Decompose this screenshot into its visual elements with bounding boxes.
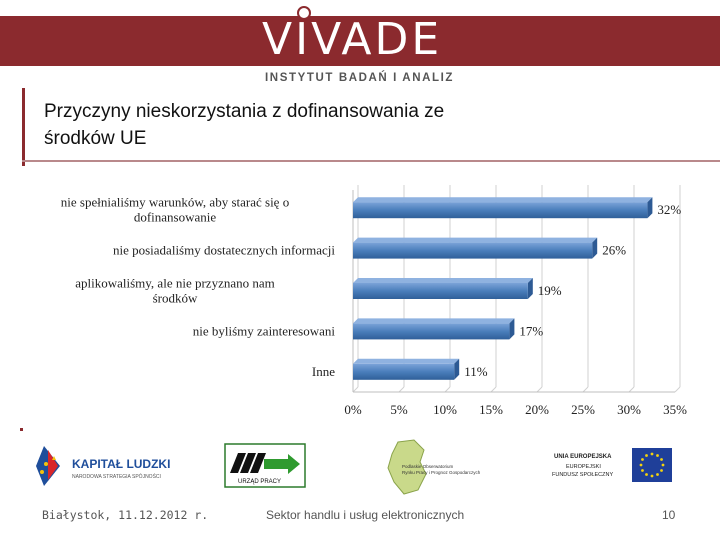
data-label: 32%: [657, 202, 681, 217]
slide-title-line1: Przyczyny nieskorzystania z dofinansowan…: [44, 101, 445, 122]
tick-label: 20%: [525, 402, 549, 417]
gridline-floor: [444, 386, 451, 393]
gridline-floor: [582, 386, 589, 393]
eu-star-icon: [645, 454, 648, 457]
gridline-floor: [628, 386, 635, 393]
vivade-logo: VIVADE: [262, 14, 443, 65]
gridline-floor: [352, 386, 359, 393]
logo-dot-icon: [297, 6, 311, 20]
bar-top: [353, 237, 598, 243]
data-label: 26%: [602, 243, 626, 258]
tick-label: 30%: [617, 402, 641, 417]
page-number: 10: [662, 508, 676, 522]
urzad-pracy-logo: URZĄD PRACY: [224, 443, 306, 488]
logo-subtitle: INSTYTUT BADAŃ I ANALIZ: [265, 72, 455, 84]
chart-bars: [353, 197, 653, 380]
eu-star-icon: [656, 454, 659, 457]
category-label: Inne: [312, 364, 335, 379]
eu-star-icon: [650, 452, 654, 456]
bar: [353, 283, 528, 299]
gridline-floor: [398, 386, 405, 393]
kapital-ludzki-logo: KAPITAŁ LUDZKI NARODOWA STRATEGIA SPÓJNO…: [36, 446, 170, 486]
bar: [353, 202, 648, 219]
data-label: 11%: [464, 364, 488, 379]
footer-topic: Sektor handlu i usług elektronicznych: [266, 508, 465, 522]
gridline-floor: [490, 386, 497, 393]
bar-chart: nie spełnialiśmy warunków, aby starać si…: [61, 185, 687, 417]
podlaskie-obserwatorium-logo: Podlaskie Obserwatorium Rynku Pracy i Pr…: [387, 439, 481, 495]
bar-top: [353, 318, 515, 324]
bar: [353, 323, 510, 340]
category-label: nie byliśmy zainteresowani: [193, 323, 336, 338]
kapital-sub: NARODOWA STRATEGIA SPÓJNOŚCI: [72, 472, 161, 480]
tick-label: 5%: [390, 402, 408, 417]
chart-tick-labels: 0% 5% 10% 15% 20% 25% 30% 35%: [344, 402, 687, 417]
obs-line1: Podlaskie Obserwatorium: [402, 464, 454, 469]
arrow-right-icon: [264, 454, 300, 474]
bar: [353, 363, 455, 380]
eu-star-icon: [645, 473, 648, 476]
eu-star-icon: [641, 458, 644, 461]
tick-label: 25%: [571, 402, 595, 417]
category-label: środków: [153, 291, 198, 306]
bar: [353, 242, 593, 259]
bar-end: [647, 197, 653, 219]
eu-star-icon: [641, 469, 644, 472]
eu-star-icon: [656, 473, 659, 476]
tick-label: 15%: [479, 402, 503, 417]
footer-location-date: Białystok, 11.12.2012 r.: [42, 508, 209, 522]
gridline-floor: [674, 386, 681, 393]
bar-top: [353, 278, 533, 283]
bar-end: [527, 278, 533, 299]
tick-label: 35%: [663, 402, 687, 417]
data-label: 19%: [538, 283, 562, 298]
eu-star-icon: [660, 458, 663, 461]
slide-title: Przyczyny nieskorzystania z dofinansowan…: [44, 98, 684, 152]
region-map-icon: [387, 439, 427, 495]
kapital-title: KAPITAŁ LUDZKI: [72, 457, 170, 471]
header-band: [0, 16, 720, 66]
bar-end: [454, 358, 460, 380]
eu-star-icon: [650, 474, 654, 478]
category-label: nie spełnialiśmy warunków, aby starać si…: [61, 195, 289, 210]
title-accent-vertical: [22, 88, 25, 166]
eu-star-icon: [660, 469, 663, 472]
obs-line2: Rynku Pracy i Prognoz Gospodarczych: [402, 470, 481, 475]
category-label: nie posiadaliśmy dostatecznych informacj…: [113, 243, 335, 258]
bullet-dot: [20, 428, 23, 431]
chart-data-labels: 32% 26% 19% 17% 11%: [464, 202, 681, 379]
bar-top: [353, 197, 653, 203]
ue-line2: EUROPEJSKI: [566, 464, 601, 470]
header-banner: VIVADE INSTYTUT BADAŃ I ANALIZ: [0, 0, 720, 88]
bar-end: [592, 237, 598, 259]
bar-top: [353, 358, 460, 364]
tick-label: 0%: [344, 402, 362, 417]
eu-logo: UNIA EUROPEJSKA EUROPEJSKI FUNDUSZ SPOŁE…: [552, 448, 672, 482]
category-label: dofinansowanie: [134, 210, 217, 225]
data-label: 17%: [519, 323, 543, 338]
slide-title-line2: środków UE: [44, 128, 147, 149]
chart-category-labels: nie spełnialiśmy warunków, aby starać si…: [61, 195, 336, 379]
ue-line1: UNIA EUROPEJSKA: [554, 454, 612, 460]
title-accent-horizontal: [22, 160, 720, 162]
eu-star-icon: [639, 463, 643, 467]
gridline-floor: [536, 386, 543, 393]
ue-line3: FUNDUSZ SPOŁECZNY: [552, 472, 613, 478]
bar-end: [509, 318, 515, 340]
category-label: aplikowaliśmy, ale nie przyznano nam: [75, 276, 275, 291]
eu-star-icon: [661, 463, 665, 467]
urzad-label: URZĄD PRACY: [238, 479, 281, 485]
tick-label: 10%: [433, 402, 457, 417]
